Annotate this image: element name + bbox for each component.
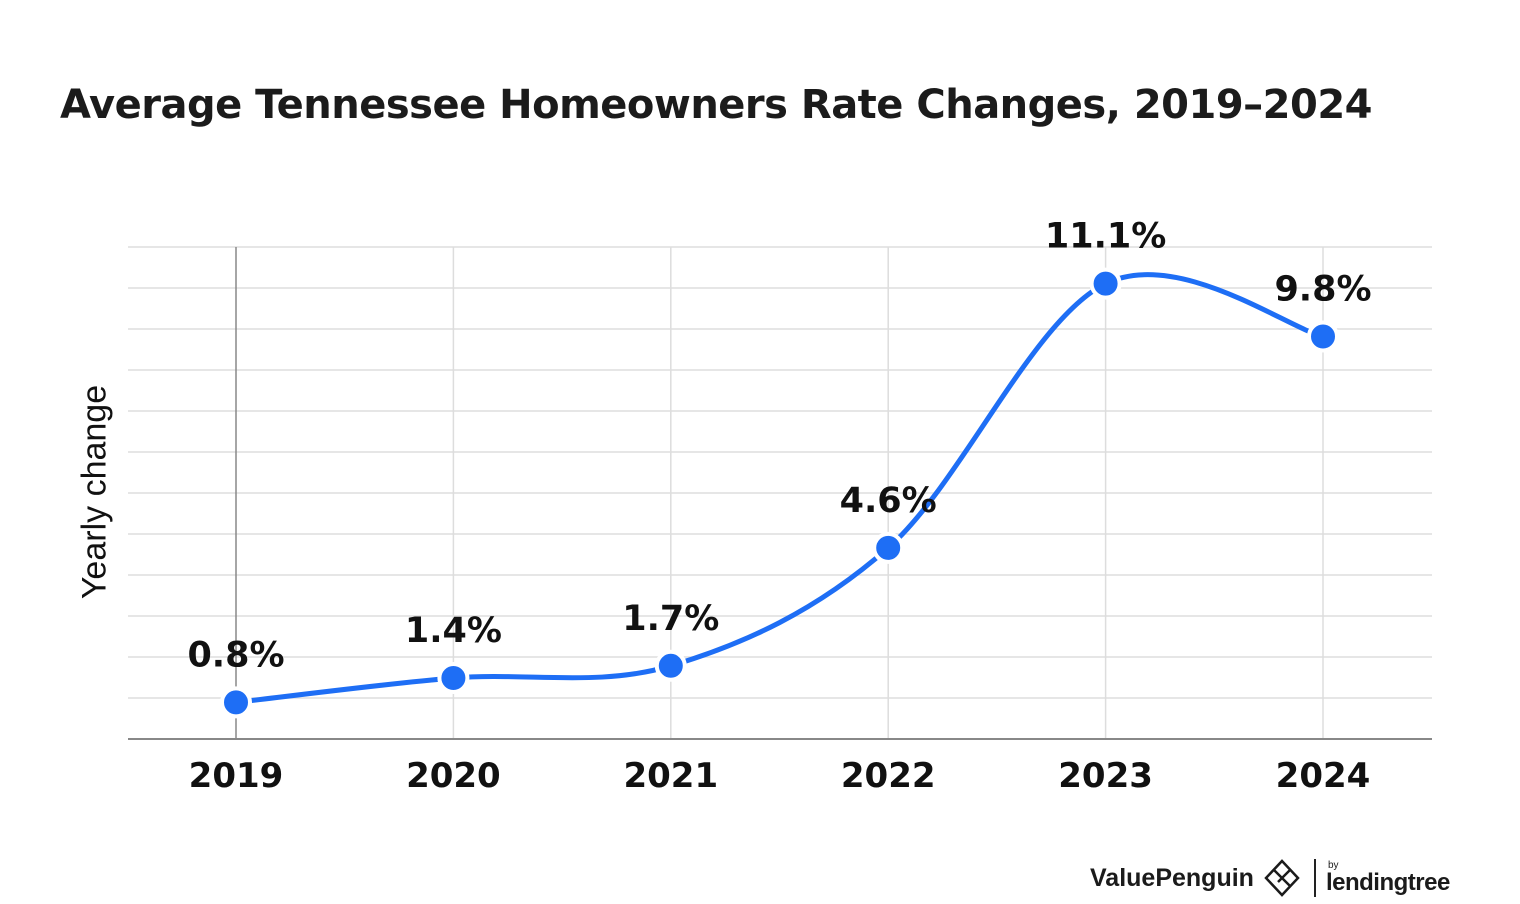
data-labels: 0.8% 1.4% 1.7% 4.6% 11.1% 9.8% (187, 217, 1371, 676)
x-tick-labels: 2019 2020 2021 2022 2023 2024 (189, 756, 1371, 796)
x-tick-label-2020: 2020 (406, 756, 501, 796)
data-point-2021 (654, 649, 687, 682)
x-tick-label-2022: 2022 (841, 756, 936, 796)
data-point-2019 (220, 686, 252, 719)
grid-lines (128, 246, 1432, 739)
data-label-2023: 11.1% (1045, 217, 1166, 257)
x-tick-label-2024: 2024 (1276, 756, 1371, 796)
chart-title: Average Tennessee Homeowners Rate Change… (60, 82, 1373, 128)
x-tick-label-2023: 2023 (1058, 756, 1153, 796)
valuepenguin-logo-text: ValuePenguin (1090, 863, 1254, 892)
x-tick-label-2021: 2021 (623, 756, 718, 796)
data-point-2023 (1089, 267, 1122, 300)
data-label-2021: 1.7% (622, 599, 719, 639)
data-point-2022 (872, 531, 905, 564)
data-point-2020 (437, 662, 470, 695)
footer-branding: ValuePenguin by lendingtree (1090, 858, 1450, 898)
lendingtree-by-text: by (1327, 860, 1339, 871)
data-points (220, 267, 1339, 719)
data-label-2022: 4.6% (840, 481, 937, 521)
data-point-2024 (1307, 320, 1339, 353)
x-tick-label-2019: 2019 (189, 756, 284, 796)
valuepenguin-icon (1264, 859, 1300, 897)
data-label-2020: 1.4% (405, 611, 502, 651)
lendingtree-logo-text: lendingtree (1325, 869, 1450, 896)
series-line (233, 272, 1326, 705)
footer-divider (1313, 859, 1316, 897)
lendingtree-logo: by lendingtree (1326, 861, 1450, 895)
series-line-group (233, 272, 1326, 705)
data-label-2024: 9.8% (1274, 269, 1371, 309)
data-label-2019: 0.8% (187, 635, 284, 675)
